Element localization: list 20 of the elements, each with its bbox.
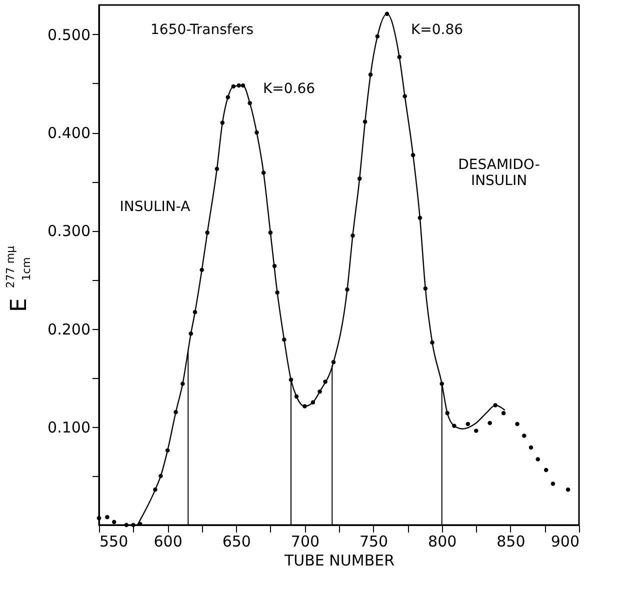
x-tick-label: 800 — [428, 532, 457, 550]
y-tick-label: 0.400 — [48, 124, 90, 142]
y-tick-label: 0.500 — [48, 26, 90, 44]
x-tick-label: 750 — [359, 532, 388, 550]
annotation: 1650-Transfers — [150, 22, 254, 38]
x-tick-label: 850 — [496, 532, 526, 550]
x-tick-label: 900 — [550, 532, 580, 550]
x-tick-label: 550 — [100, 532, 128, 550]
x-axis-title: TUBE NUMBER — [283, 552, 395, 570]
annotation: DESAMIDO- INSULIN — [458, 157, 540, 189]
y-tick-label: 0.300 — [48, 222, 90, 240]
x-tick-label: 600 — [154, 532, 182, 550]
x-tick-label: 650 — [222, 532, 251, 550]
annotation: K=0.66 — [262, 81, 316, 97]
annotation: K=0.86 — [410, 22, 464, 38]
y-tick-label: 0.200 — [48, 320, 90, 338]
y-axis-title: E277 mμ1cm — [4, 246, 33, 312]
y-tick-label: 0.100 — [48, 418, 90, 436]
x-tick-label: 700 — [290, 532, 320, 550]
annotation: INSULIN-A — [120, 199, 191, 215]
